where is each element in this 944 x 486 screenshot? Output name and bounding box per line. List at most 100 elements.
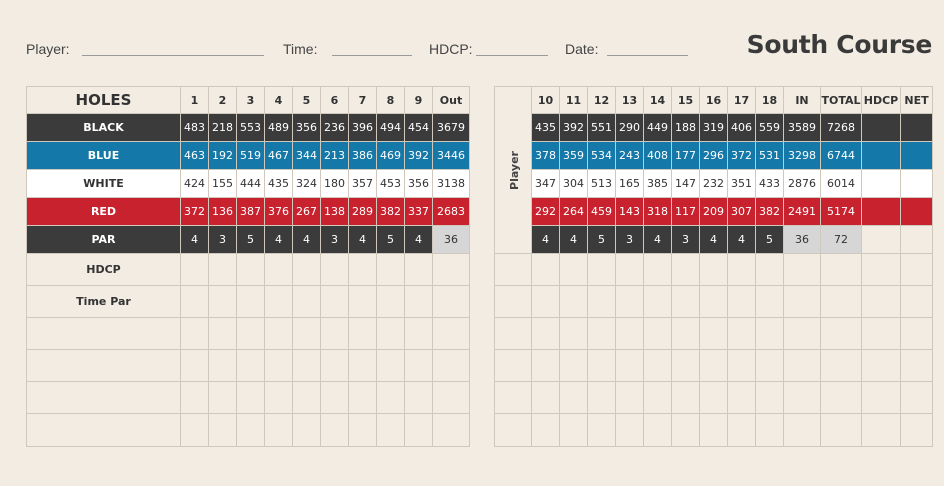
score-cell[interactable] xyxy=(727,349,756,382)
score-cell[interactable] xyxy=(699,349,728,382)
score-cell[interactable] xyxy=(348,349,377,382)
score-cell[interactable] xyxy=(699,381,728,414)
date-field[interactable] xyxy=(607,55,688,56)
score-cell[interactable] xyxy=(320,317,349,350)
score-cell[interactable] xyxy=(755,317,784,350)
score-cell[interactable] xyxy=(404,381,433,414)
score-cell[interactable] xyxy=(727,381,756,414)
score-cell[interactable] xyxy=(755,349,784,382)
score-cell[interactable] xyxy=(432,317,470,350)
score-cell[interactable] xyxy=(699,317,728,350)
score-cell[interactable] xyxy=(432,381,470,414)
score-cell[interactable] xyxy=(264,285,293,318)
score-cell[interactable] xyxy=(861,413,901,447)
score-cell[interactable] xyxy=(671,317,700,350)
score-cell[interactable] xyxy=(264,349,293,382)
score-cell[interactable] xyxy=(208,381,237,414)
hdcp-score-cell[interactable] xyxy=(861,113,901,142)
score-cell[interactable] xyxy=(236,285,265,318)
score-cell[interactable] xyxy=(404,253,433,286)
score-cell[interactable] xyxy=(208,285,237,318)
score-cell[interactable] xyxy=(208,253,237,286)
score-cell[interactable] xyxy=(180,381,209,414)
time-field[interactable] xyxy=(332,55,412,56)
score-cell[interactable] xyxy=(236,253,265,286)
score-cell[interactable] xyxy=(900,285,933,318)
score-cell[interactable] xyxy=(292,317,321,350)
score-cell[interactable] xyxy=(861,381,901,414)
score-cell[interactable] xyxy=(820,285,862,318)
score-cell[interactable] xyxy=(348,317,377,350)
net-score-cell[interactable] xyxy=(900,113,933,142)
score-cell[interactable] xyxy=(727,317,756,350)
score-cell[interactable] xyxy=(587,317,616,350)
score-cell[interactable] xyxy=(559,253,588,286)
score-cell[interactable] xyxy=(643,253,672,286)
score-cell[interactable] xyxy=(587,413,616,447)
score-cell[interactable] xyxy=(432,285,470,318)
score-cell[interactable] xyxy=(559,349,588,382)
score-cell[interactable] xyxy=(861,349,901,382)
score-cell[interactable] xyxy=(180,317,209,350)
score-cell[interactable] xyxy=(376,285,405,318)
score-cell[interactable] xyxy=(587,253,616,286)
score-cell[interactable] xyxy=(671,253,700,286)
score-cell[interactable] xyxy=(727,413,756,447)
score-cell[interactable] xyxy=(494,381,532,414)
score-cell[interactable] xyxy=(699,253,728,286)
score-cell[interactable] xyxy=(376,253,405,286)
score-cell[interactable] xyxy=(900,349,933,382)
score-cell[interactable] xyxy=(292,285,321,318)
score-cell[interactable] xyxy=(699,413,728,447)
score-cell[interactable] xyxy=(208,349,237,382)
score-cell[interactable] xyxy=(559,317,588,350)
score-cell[interactable] xyxy=(615,253,644,286)
score-cell[interactable] xyxy=(755,285,784,318)
score-cell[interactable] xyxy=(531,285,560,318)
hdcp-score-cell[interactable] xyxy=(861,197,901,226)
score-cell[interactable] xyxy=(861,285,901,318)
score-cell[interactable] xyxy=(320,253,349,286)
score-cell[interactable] xyxy=(587,285,616,318)
player-name-cell[interactable] xyxy=(26,381,181,414)
hdcp-field[interactable] xyxy=(476,55,548,56)
net-score-cell[interactable] xyxy=(900,141,933,170)
score-cell[interactable] xyxy=(531,413,560,447)
score-cell[interactable] xyxy=(180,253,209,286)
score-cell[interactable] xyxy=(236,317,265,350)
score-cell[interactable] xyxy=(348,253,377,286)
score-cell[interactable] xyxy=(180,413,209,447)
score-cell[interactable] xyxy=(494,285,532,318)
score-cell[interactable] xyxy=(820,253,862,286)
score-cell[interactable] xyxy=(236,349,265,382)
score-cell[interactable] xyxy=(320,285,349,318)
score-cell[interactable] xyxy=(615,317,644,350)
score-cell[interactable] xyxy=(208,413,237,447)
player-name-cell[interactable] xyxy=(26,317,181,350)
hdcp-score-cell[interactable] xyxy=(861,141,901,170)
net-score-cell[interactable] xyxy=(900,169,933,198)
score-cell[interactable] xyxy=(671,349,700,382)
score-cell[interactable] xyxy=(432,349,470,382)
score-cell[interactable] xyxy=(900,413,933,447)
score-cell[interactable] xyxy=(699,285,728,318)
score-cell[interactable] xyxy=(820,381,862,414)
score-cell[interactable] xyxy=(587,349,616,382)
score-cell[interactable] xyxy=(531,253,560,286)
score-cell[interactable] xyxy=(432,253,470,286)
player-name-cell[interactable] xyxy=(26,349,181,382)
score-cell[interactable] xyxy=(531,381,560,414)
score-cell[interactable] xyxy=(292,413,321,447)
score-cell[interactable] xyxy=(643,381,672,414)
score-cell[interactable] xyxy=(900,381,933,414)
score-cell[interactable] xyxy=(671,413,700,447)
score-cell[interactable] xyxy=(404,285,433,318)
score-cell[interactable] xyxy=(494,253,532,286)
score-cell[interactable] xyxy=(264,317,293,350)
score-cell[interactable] xyxy=(404,349,433,382)
player-name-cell[interactable] xyxy=(26,413,181,447)
score-cell[interactable] xyxy=(900,253,933,286)
score-cell[interactable] xyxy=(376,413,405,447)
score-cell[interactable] xyxy=(671,381,700,414)
score-cell[interactable] xyxy=(671,285,700,318)
